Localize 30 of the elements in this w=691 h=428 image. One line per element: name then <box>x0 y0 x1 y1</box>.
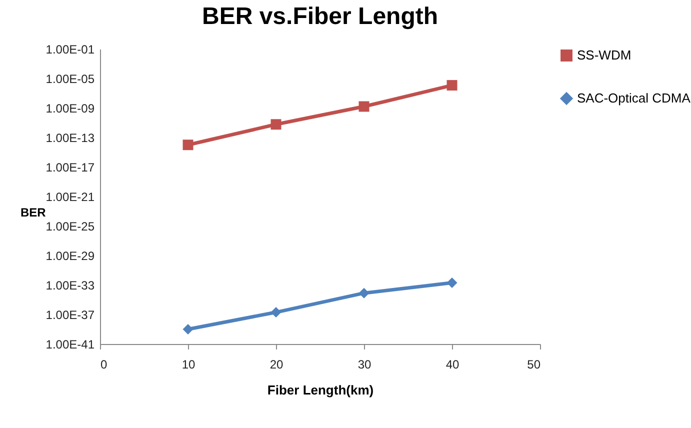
x-tick-label: 10 <box>182 358 196 372</box>
y-tick-label: 1.00E-37 <box>46 308 95 322</box>
point <box>270 307 282 318</box>
x-tick-label: 30 <box>358 358 372 372</box>
y-tick-label: 1.00E-01 <box>46 42 95 56</box>
point <box>358 288 370 298</box>
point <box>358 101 370 112</box>
point <box>182 324 194 334</box>
point <box>446 80 458 91</box>
point <box>446 278 458 288</box>
x-axis-title: Fiber Length(km) <box>267 382 374 398</box>
y-tick-label: 1.00E-05 <box>46 72 95 86</box>
y-tick-label: 1.00E-25 <box>46 220 95 234</box>
y-tick-label: 1.00E-21 <box>46 190 95 204</box>
x-tick-label: 50 <box>527 358 541 372</box>
x-tick-label: 0 <box>100 358 108 372</box>
legend-label: SAC-Optical CDMA <box>577 90 691 106</box>
y-tick-label: 1.00E-17 <box>46 160 95 174</box>
y-axis-title: BER <box>20 206 46 220</box>
chart-title: BER vs.Fiber Length <box>202 3 438 30</box>
y-tick-label: 1.00E-33 <box>46 278 95 292</box>
y-tick-label: 1.00E-41 <box>46 338 95 352</box>
point <box>182 140 194 150</box>
y-tick-label: 1.00E-13 <box>46 131 95 145</box>
x-tick-label: 40 <box>446 358 460 372</box>
y-tick-label: 1.00E-29 <box>46 249 95 263</box>
legend-label: SS-WDM <box>577 48 632 62</box>
x-tick-label: 20 <box>270 358 284 372</box>
point <box>270 119 282 130</box>
y-tick-label: 1.00E-09 <box>46 102 95 116</box>
